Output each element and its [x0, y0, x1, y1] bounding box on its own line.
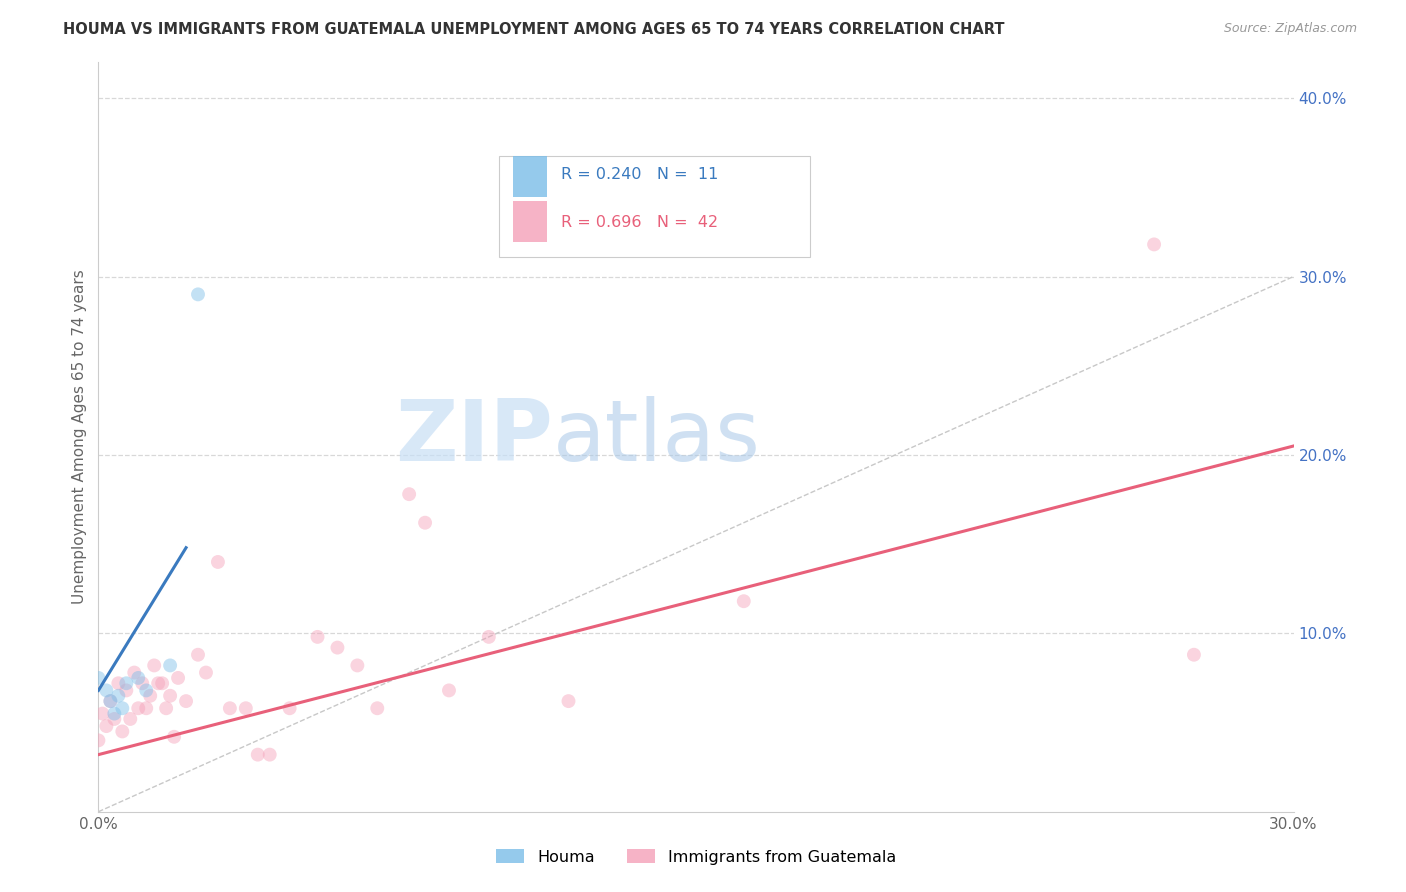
Point	[437, 683, 460, 698]
Point	[135, 683, 157, 698]
Point	[163, 730, 186, 744]
Point	[96, 683, 118, 698]
FancyBboxPatch shape	[499, 156, 810, 257]
Point	[139, 689, 162, 703]
Point	[478, 630, 501, 644]
Point	[111, 724, 134, 739]
Point	[111, 701, 134, 715]
Point	[413, 516, 436, 530]
Bar	[513, 201, 547, 243]
Point	[167, 671, 190, 685]
Legend: Houma, Immigrants from Guatemala: Houma, Immigrants from Guatemala	[489, 843, 903, 871]
Point	[98, 694, 122, 708]
Text: R = 0.696   N =  42: R = 0.696 N = 42	[561, 215, 718, 229]
Point	[159, 689, 181, 703]
Point	[131, 676, 153, 690]
Point	[246, 747, 269, 762]
Y-axis label: Unemployment Among Ages 65 to 74 years: Unemployment Among Ages 65 to 74 years	[72, 269, 87, 605]
Point	[326, 640, 349, 655]
Point	[143, 658, 166, 673]
Point	[1182, 648, 1205, 662]
Point	[107, 676, 129, 690]
Text: R = 0.240   N =  11: R = 0.240 N = 11	[561, 168, 718, 182]
Point	[98, 694, 122, 708]
Point	[557, 694, 579, 708]
Point	[159, 658, 181, 673]
Point	[259, 747, 281, 762]
Point	[398, 487, 420, 501]
Point	[148, 676, 170, 690]
Point	[87, 671, 110, 685]
Point	[307, 630, 329, 644]
Text: atlas: atlas	[553, 395, 761, 479]
Point	[135, 701, 157, 715]
Text: Source: ZipAtlas.com: Source: ZipAtlas.com	[1223, 22, 1357, 36]
Point	[115, 676, 138, 690]
Point	[346, 658, 368, 673]
Point	[174, 694, 197, 708]
Text: HOUMA VS IMMIGRANTS FROM GUATEMALA UNEMPLOYMENT AMONG AGES 65 TO 74 YEARS CORREL: HOUMA VS IMMIGRANTS FROM GUATEMALA UNEMP…	[63, 22, 1005, 37]
Point	[235, 701, 257, 715]
Point	[195, 665, 218, 680]
Point	[155, 701, 177, 715]
Point	[150, 676, 173, 690]
Point	[219, 701, 242, 715]
Point	[103, 706, 125, 721]
Bar	[513, 156, 547, 197]
Point	[278, 701, 301, 715]
Text: ZIP: ZIP	[395, 395, 553, 479]
Point	[120, 712, 142, 726]
Point	[187, 287, 209, 301]
Point	[366, 701, 388, 715]
Point	[96, 719, 118, 733]
Point	[127, 671, 149, 685]
Point	[124, 665, 146, 680]
Point	[187, 648, 209, 662]
Point	[127, 701, 149, 715]
Point	[115, 683, 138, 698]
Point	[91, 706, 114, 721]
Point	[103, 712, 125, 726]
Point	[87, 733, 110, 747]
Point	[107, 689, 129, 703]
Point	[733, 594, 755, 608]
Point	[207, 555, 229, 569]
Point	[1143, 237, 1166, 252]
